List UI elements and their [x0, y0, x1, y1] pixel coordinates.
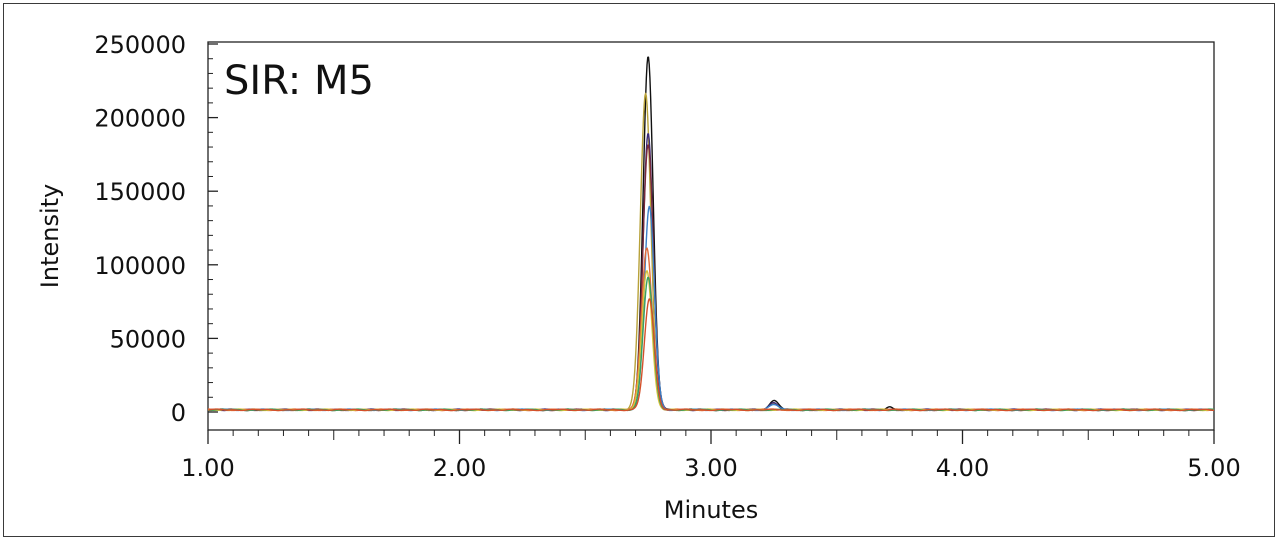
- series-layer: [207, 56, 1215, 412]
- series-trace-1: [207, 56, 1215, 412]
- x-tick-label: 1.00: [181, 454, 234, 482]
- x-tick-label: 3.00: [684, 454, 737, 482]
- y-tick-label: 200000: [94, 105, 186, 133]
- chart-title: SIR: M5: [224, 58, 374, 104]
- x-axis: 1.00 2.00 3.00 4.00 5.00: [181, 430, 1241, 482]
- y-tick-label: 100000: [94, 252, 186, 280]
- series-trace-4: [207, 144, 1215, 412]
- x-tick-label: 5.00: [1187, 454, 1240, 482]
- y-tick-label: 0: [171, 399, 186, 427]
- y-tick-label: 50000: [110, 325, 186, 353]
- series-trace-2: [207, 92, 1215, 412]
- y-tick-label: 150000: [94, 178, 186, 206]
- y-axis: 0 50000 100000 150000 200000 250000: [94, 31, 218, 427]
- x-tick-label: 4.00: [936, 454, 989, 482]
- series-trace-7: [207, 270, 1214, 412]
- series-trace-5: [207, 205, 1215, 412]
- x-tick-label: 2.00: [433, 454, 486, 482]
- series-trace-9: [207, 298, 1215, 412]
- series-trace-3: [207, 133, 1215, 412]
- series-trace-8: [207, 276, 1215, 412]
- y-axis-title: Intensity: [36, 184, 64, 288]
- y-tick-label: 250000: [94, 31, 186, 59]
- x-axis-title: Minutes: [664, 496, 758, 524]
- series-trace-6: [207, 247, 1215, 412]
